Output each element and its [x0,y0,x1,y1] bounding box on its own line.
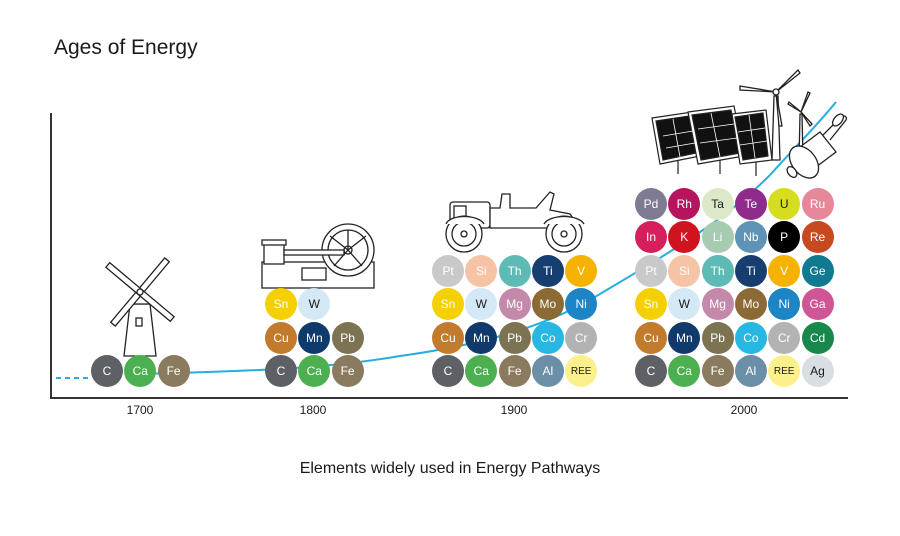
element-rh-bubble: Rh [668,188,701,220]
element-c-bubble: C [432,355,464,387]
element-co-bubble: Co [531,321,564,354]
x-axis-label: Elements widely used in Energy Pathways [299,460,601,477]
element-pb-bubble: Pb [498,321,531,354]
windmill-icon [104,256,176,357]
element-mn-bubble: Mn [668,321,701,354]
element-cu-bubble: Cu [635,321,667,354]
element-c-bubble: C [91,355,123,387]
element-ti-bubble: Ti [531,254,564,287]
element-k-bubble: K [668,221,701,254]
element-ree-bubble: REE [565,355,598,387]
element-pt-bubble: Pt [432,254,464,287]
element-mo-bubble: Mo [734,288,767,321]
element-fe-bubble: Fe [701,355,734,387]
element-ni-bubble: Ni [565,288,598,321]
element-al-bubble: Al [531,355,564,387]
wind-turbines-icon [739,68,813,161]
element-ca-bubble: Ca [124,355,157,387]
element-ca-bubble: Ca [668,355,701,387]
element-c-bubble: C [635,355,667,387]
element-ni-bubble: Ni [768,288,801,321]
element-si-bubble: Si [668,254,701,287]
element-p-bubble: P [768,221,801,254]
element-w-bubble: W [298,288,331,321]
element-fe-bubble: Fe [157,355,190,387]
element-fe-bubble: Fe [498,355,531,387]
tick-1700: 1700 [126,403,154,417]
element-ree-bubble: REE [768,355,801,387]
element-v-bubble: V [565,254,598,287]
element-sn-bubble: Sn [432,288,464,321]
page-title: Ages of Energy [54,36,198,59]
element-ca-bubble: Ca [298,355,331,387]
element-ge-bubble: Ge [801,254,834,287]
y-axis [50,113,52,398]
solar-panels-icon [651,105,773,176]
element-th-bubble: Th [498,254,531,287]
element-ta-bubble: Ta [701,188,734,220]
element-al-bubble: Al [734,355,767,387]
element-mo-bubble: Mo [531,288,564,321]
element-cu-bubble: Cu [432,321,464,354]
element-ru-bubble: Ru [801,188,834,220]
element-mn-bubble: Mn [465,321,498,354]
element-li-bubble: Li [701,221,734,254]
element-c-bubble: C [265,355,297,387]
steam-engine-icon [261,223,375,289]
element-cr-bubble: Cr [565,321,598,354]
tick-2000: 2000 [730,403,758,417]
element-mg-bubble: Mg [701,288,734,321]
element-in-bubble: In [635,221,667,254]
element-si-bubble: Si [465,254,498,287]
tick-1800: 1800 [299,403,327,417]
element-w-bubble: W [668,288,701,321]
element-th-bubble: Th [701,254,734,287]
element-ag-bubble: Ag [801,355,834,387]
element-cd-bubble: Cd [801,321,834,354]
element-fe-bubble: Fe [331,355,364,387]
element-cu-bubble: Cu [265,321,297,354]
element-ti-bubble: Ti [734,254,767,287]
element-ca-bubble: Ca [465,355,498,387]
x-axis [50,397,848,399]
element-pb-bubble: Pb [331,321,364,354]
element-mn-bubble: Mn [298,321,331,354]
element-sn-bubble: Sn [635,288,667,321]
element-pb-bubble: Pb [701,321,734,354]
tick-1900: 1900 [500,403,528,417]
element-w-bubble: W [465,288,498,321]
element-v-bubble: V [768,254,801,287]
element-co-bubble: Co [734,321,767,354]
element-sn-bubble: Sn [265,288,297,321]
element-mg-bubble: Mg [498,288,531,321]
element-pd-bubble: Pd [635,188,667,220]
vintage-car-icon [445,191,585,253]
catalytic-converter-icon [786,113,848,179]
element-nb-bubble: Nb [734,221,767,254]
element-cr-bubble: Cr [768,321,801,354]
element-ga-bubble: Ga [801,288,834,321]
element-pt-bubble: Pt [635,254,667,287]
element-u-bubble: U [768,188,801,220]
element-re-bubble: Re [801,221,834,254]
element-te-bubble: Te [734,188,767,220]
